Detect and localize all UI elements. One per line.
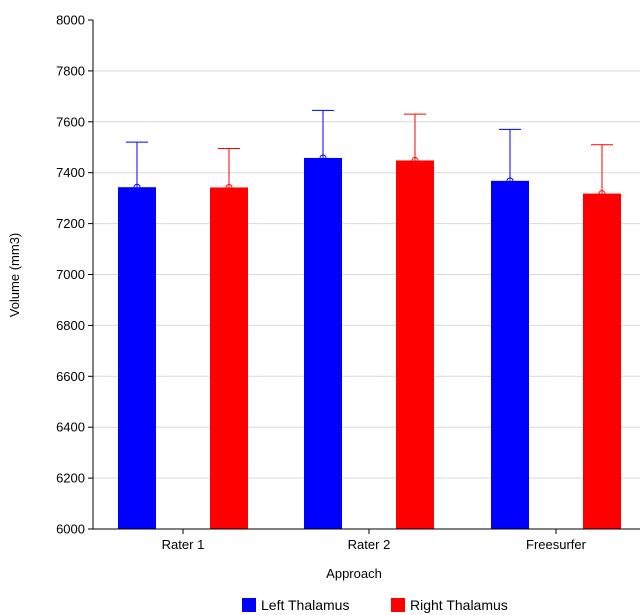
y-tick-label: 7000 [56,267,85,282]
mean-marker [133,183,141,191]
y-tick-label: 6400 [56,420,85,435]
legend-swatch [242,598,256,612]
y-tick-label: 6800 [56,318,85,333]
y-tick-label: 8000 [56,13,85,28]
legend: Left Thalamus Right Thalamus [242,597,508,613]
x-ticks: Rater 1 Rater 2 Freesurfer [162,529,587,552]
bar-right-thalamus [583,193,621,529]
gridlines [93,70,640,479]
mean-marker [225,183,233,191]
y-tick-label: 7400 [56,165,85,180]
x-tick-label: Freesurfer [526,537,587,552]
y-tick-label: 6000 [56,522,85,537]
mean-marker [411,156,419,164]
legend-label: Right Thalamus [410,597,508,613]
y-tick-label: 6600 [56,369,85,384]
bar-left-thalamus [118,187,156,530]
mean-marker [506,177,514,185]
bars [118,157,621,530]
y-tick-label: 7800 [56,63,85,78]
bar-right-thalamus [210,187,248,529]
mean-marker [598,190,606,198]
legend-label: Left Thalamus [261,597,349,613]
y-ticks: 6000 6200 6400 6600 6800 7000 7200 7400 7600 7800… [56,13,93,537]
y-tick-label: 6200 [56,471,85,486]
y-axis-title: Volume (mm3) [7,233,22,318]
bar-left-thalamus [304,157,342,529]
x-tick-label: Rater 2 [348,537,391,552]
legend-swatch [391,598,405,612]
mean-marker [319,154,327,162]
y-tick-label: 7600 [56,114,85,129]
x-axis-title: Approach [326,566,382,581]
y-tick-label: 7200 [56,216,85,231]
bar-right-thalamus [396,160,434,529]
bar-left-thalamus [491,180,529,529]
x-tick-label: Rater 1 [162,537,205,552]
error-bars [126,109,613,198]
